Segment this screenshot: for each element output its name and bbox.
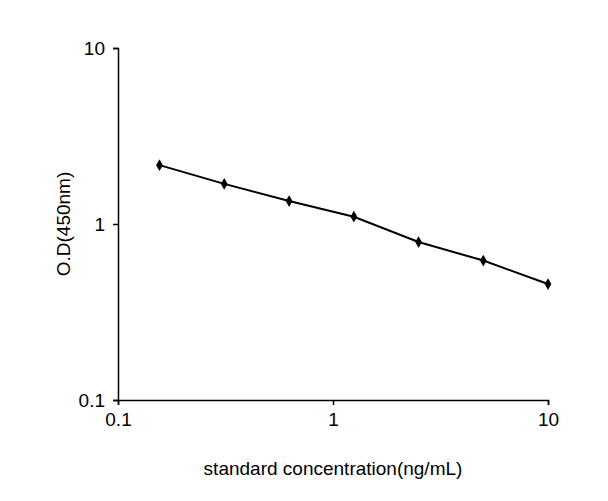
- data-point: [350, 211, 357, 223]
- y-axis-title: O.D(450nm): [53, 172, 74, 277]
- y-axis-line: [113, 49, 119, 401]
- data-point: [286, 195, 293, 207]
- x-axis-tick-label: 0.1: [105, 409, 131, 430]
- y-axis-tick-label: 1: [94, 214, 105, 235]
- x-axis-tick-mark: [548, 400, 550, 405]
- y-axis-tick: 0.1: [79, 390, 118, 411]
- y-axis-tick-label: 0.1: [79, 390, 105, 411]
- x-axis-line: [119, 401, 549, 406]
- data-line: [160, 165, 548, 284]
- x-axis-tick: 1: [328, 400, 339, 430]
- data-point: [415, 236, 422, 248]
- x-axis-tick-label: 10: [538, 409, 559, 430]
- x-axis-tick: 10: [538, 400, 559, 430]
- y-axis: 0.1 1 10: [79, 38, 119, 411]
- x-axis-tick-label: 1: [328, 409, 339, 430]
- x-axis-tick-mark: [333, 400, 335, 405]
- y-axis-tick: 10: [84, 38, 118, 59]
- x-axis: 0.1 1 10: [105, 400, 559, 430]
- y-axis-tick: 1: [94, 214, 118, 235]
- data-point: [221, 178, 228, 190]
- series: [156, 159, 551, 290]
- data-point: [156, 159, 163, 171]
- x-axis-tick: 0.1: [105, 400, 131, 430]
- x-axis-title: standard concentration(ng/mL): [204, 458, 463, 479]
- y-axis-tick-label: 10: [84, 38, 105, 59]
- y-axis-tick-mark: [113, 224, 118, 226]
- plot-area: 0.1 1 10 0.1 1 10: [79, 38, 559, 431]
- chart: 0.1 1 10 0.1 1 10 standard concentration(ng/mL…: [0, 0, 608, 501]
- data-point: [545, 278, 552, 290]
- y-axis-tick-mark: [113, 400, 118, 402]
- data-point: [480, 255, 487, 267]
- y-axis-tick-mark: [113, 48, 118, 50]
